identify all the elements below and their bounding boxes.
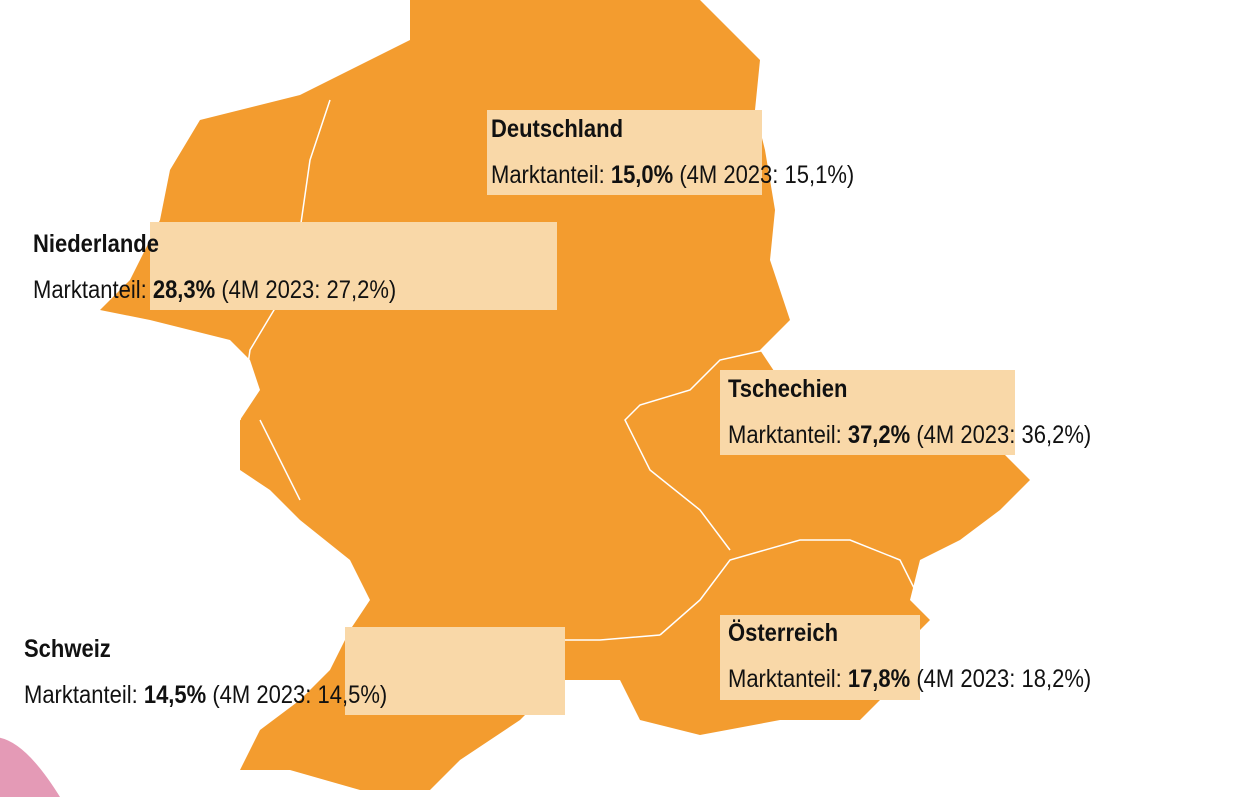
share-label: Marktanteil: xyxy=(24,681,138,709)
previous-share: (4M 2023: 14,5%) xyxy=(212,681,388,709)
share-value: 37,2% xyxy=(847,421,911,449)
border-line xyxy=(624,349,766,551)
previous-share: (4M 2023: 18,2%) xyxy=(916,665,1092,693)
region-title: Deutschland xyxy=(491,115,624,143)
border-line xyxy=(259,419,301,501)
label-background xyxy=(150,222,557,310)
share-label: Marktanteil: xyxy=(728,421,842,449)
share-value: 15,0% xyxy=(610,161,674,189)
region-title: Tschechien xyxy=(728,375,848,403)
region-label: Schweiz Marktanteil: 14,5% (4M 2023: 14,5… xyxy=(24,634,437,710)
label-background xyxy=(720,615,920,700)
region-label: Deutschland Marktanteil: 15,0% (4M 2023: … xyxy=(491,114,904,190)
region-shape xyxy=(100,0,1030,790)
region-label: Tschechien Marktanteil: 37,2% (4M 2023: 3… xyxy=(728,374,1141,450)
label-background xyxy=(487,110,762,195)
share-value: 17,8% xyxy=(847,665,911,693)
region-title: Schweiz xyxy=(24,635,111,663)
share-value: 28,3% xyxy=(152,276,216,304)
share-line: Marktanteil: 14,5% (4M 2023: 14,5%) xyxy=(24,680,387,710)
previous-share: (4M 2023: 15,1%) xyxy=(679,161,855,189)
share-line: Marktanteil: 37,2% (4M 2023: 36,2%) xyxy=(728,420,1091,450)
previous-share: (4M 2023: 36,2%) xyxy=(916,421,1092,449)
region-label: Österreich Marktanteil: 17,8% (4M 2023: 1… xyxy=(728,618,1141,694)
region-label: Niederlande Marktanteil: 28,3% (4M 2023: … xyxy=(33,229,446,305)
previous-share: (4M 2023: 27,2%) xyxy=(221,276,397,304)
share-label: Marktanteil: xyxy=(33,276,147,304)
region-title: Niederlande xyxy=(33,230,159,258)
share-value: 14,5% xyxy=(143,681,207,709)
share-line: Marktanteil: 17,8% (4M 2023: 18,2%) xyxy=(728,664,1091,694)
share-label: Marktanteil: xyxy=(491,161,605,189)
share-line: Marktanteil: 15,0% (4M 2023: 15,1%) xyxy=(491,160,854,190)
region-title: Österreich xyxy=(728,619,839,647)
label-background xyxy=(345,627,565,715)
border-line xyxy=(659,539,921,636)
label-backgrounds xyxy=(150,110,1015,715)
share-label: Marktanteil: xyxy=(728,665,842,693)
share-line: Marktanteil: 28,3% (4M 2023: 27,2%) xyxy=(33,275,396,305)
label-background xyxy=(720,370,1015,455)
corner-decoration xyxy=(0,737,60,797)
